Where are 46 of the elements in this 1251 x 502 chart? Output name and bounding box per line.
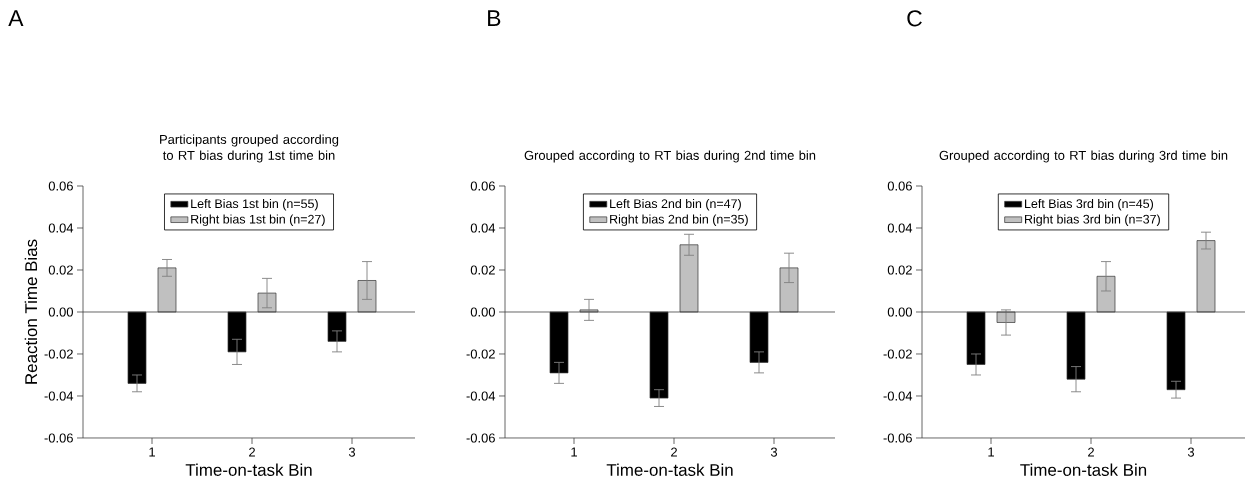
- y-axis-title: Reaction Time Bias: [24, 239, 38, 384]
- y-tick-label: -0.02: [44, 349, 73, 359]
- y-tick-label: -0.02: [466, 349, 495, 359]
- x-tick-label: 1: [571, 447, 577, 457]
- x-tick-label: 2: [671, 447, 677, 457]
- y-tick-label: -0.04: [44, 391, 74, 401]
- y-tick-label: -0.06: [466, 433, 495, 443]
- legend-label: Right bias 3rd bin (n=37): [1025, 214, 1160, 227]
- x-tick-label: 3: [348, 447, 356, 457]
- legend-label: Left Bias 1st bin (n=55): [191, 198, 318, 211]
- y-tick-label: 0.00: [48, 307, 73, 317]
- x-tick-label: 2: [249, 447, 255, 457]
- legend-label: Left Bias 2nd bin (n=47): [610, 198, 741, 211]
- x-axis-title: Time-on-task Bin: [1020, 463, 1147, 476]
- y-tick-label: 0.02: [48, 265, 73, 275]
- x-tick-label: 2: [1088, 447, 1094, 457]
- y-tick-label: -0.06: [44, 433, 73, 443]
- y-tick-label: -0.02: [883, 349, 912, 359]
- y-tick-label: 0.02: [887, 265, 912, 275]
- y-tick-label: 0.02: [470, 265, 495, 275]
- y-tick-label: 0.04: [48, 223, 74, 233]
- y-tick-label: 0.00: [470, 307, 495, 317]
- legend-label: Right bias 1st bin (n=27): [191, 214, 325, 227]
- x-axis-title: Time-on-task Bin: [185, 463, 312, 476]
- legend-label: Left Bias 3rd bin (n=45): [1025, 198, 1154, 211]
- chart-title: Grouped according to RT bias during 2nd time bin: [524, 150, 816, 163]
- x-tick-label: 1: [149, 447, 155, 457]
- text: B: [488, 10, 501, 26]
- y-tick-label: 0.06: [887, 181, 912, 191]
- y-tick-label: -0.06: [883, 433, 912, 443]
- x-tick-label: 3: [1187, 447, 1195, 457]
- legend-label: Right bias 2nd bin (n=35): [610, 214, 748, 227]
- x-axis-title: Time-on-task Bin: [606, 463, 733, 476]
- text: C: [907, 10, 922, 27]
- y-tick-label: -0.04: [466, 391, 496, 401]
- text: A: [8, 10, 24, 26]
- chart-title: Grouped according to RT bias during 3rd time bin: [939, 150, 1228, 163]
- y-tick-label: 0.06: [470, 181, 495, 191]
- y-tick-label: 0.04: [470, 223, 496, 233]
- y-tick-label: 0.06: [48, 181, 73, 191]
- y-tick-label: 0.00: [887, 307, 912, 317]
- x-tick-label: 3: [770, 447, 778, 457]
- chart-title: Participants grouped according to RT bias during 1st time bin: [160, 134, 339, 163]
- y-tick-label: -0.04: [883, 391, 913, 401]
- x-tick-label: 1: [988, 447, 994, 457]
- y-tick-label: 0.04: [887, 223, 913, 233]
